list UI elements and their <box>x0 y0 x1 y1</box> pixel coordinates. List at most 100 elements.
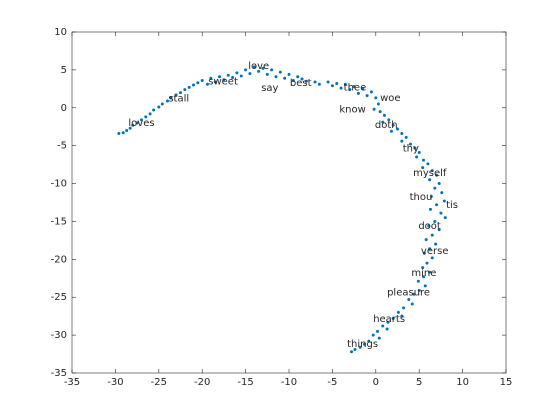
x-tick-label: -30 <box>107 377 123 388</box>
point <box>131 123 135 127</box>
plot-box <box>71 31 507 374</box>
x-tick-label: -20 <box>194 377 210 388</box>
x-tick-label: 5 <box>416 377 422 388</box>
point <box>239 74 243 78</box>
point <box>196 81 200 85</box>
point <box>377 336 381 340</box>
point <box>353 348 357 352</box>
point <box>412 292 416 296</box>
point <box>407 297 411 301</box>
point <box>396 127 399 131</box>
point <box>117 132 121 136</box>
point <box>400 132 404 136</box>
point <box>404 135 408 139</box>
point <box>433 186 437 190</box>
point <box>343 82 347 86</box>
point <box>187 85 191 89</box>
point <box>381 324 385 328</box>
point <box>174 93 178 97</box>
point <box>424 238 428 242</box>
point <box>416 279 420 283</box>
point <box>165 99 169 103</box>
point <box>209 76 213 80</box>
point <box>443 216 447 220</box>
x-tick-label: -10 <box>281 377 297 388</box>
annotation: thee <box>344 82 367 93</box>
x-tick-label: 15 <box>500 377 513 388</box>
point <box>381 120 385 124</box>
y-tick-label: -25 <box>51 292 67 303</box>
annotation: things <box>347 339 378 350</box>
point <box>378 110 382 114</box>
point <box>367 339 371 343</box>
y-tick-label: -35 <box>51 368 67 379</box>
annotation: loves <box>128 118 154 129</box>
point <box>169 96 173 100</box>
point <box>421 166 425 170</box>
point <box>376 102 380 106</box>
point <box>376 329 380 333</box>
y-tick-label: 5 <box>61 65 67 76</box>
point <box>283 76 287 80</box>
annotation: say <box>261 83 278 94</box>
point <box>372 107 376 111</box>
point <box>422 158 426 162</box>
point <box>417 288 421 292</box>
point <box>278 70 282 74</box>
point <box>361 87 365 91</box>
point <box>128 126 132 130</box>
point <box>326 80 330 84</box>
point <box>348 88 352 92</box>
point <box>423 284 427 288</box>
x-tick-label: -25 <box>151 377 167 388</box>
y-tick-label: -15 <box>51 216 67 227</box>
annotation: myself <box>413 168 447 179</box>
point <box>252 65 256 69</box>
point <box>135 121 139 125</box>
point <box>304 79 308 83</box>
point <box>257 69 261 73</box>
point <box>435 203 439 207</box>
point <box>439 211 443 215</box>
point <box>430 169 434 173</box>
point <box>287 72 291 76</box>
point <box>410 302 414 306</box>
annotation: sweet <box>208 76 238 87</box>
annotation: thou <box>410 192 433 203</box>
point <box>358 345 362 349</box>
annotation: doot <box>418 221 441 232</box>
point <box>427 224 431 228</box>
point <box>391 316 395 320</box>
y-tick-label: -20 <box>51 254 67 265</box>
annotation: know <box>339 104 365 115</box>
point <box>183 88 187 92</box>
point <box>428 247 432 251</box>
point <box>365 94 369 98</box>
annotation: thy <box>403 144 419 155</box>
point <box>374 96 378 100</box>
point <box>437 182 441 186</box>
y-tick-label: -10 <box>51 179 67 190</box>
point <box>409 142 413 146</box>
point <box>270 68 274 72</box>
point <box>330 84 334 88</box>
point <box>442 199 446 203</box>
point <box>382 113 386 117</box>
point <box>291 78 295 82</box>
point <box>200 78 204 82</box>
point <box>179 91 182 95</box>
point <box>422 251 426 255</box>
x-tick-label: 10 <box>456 377 469 388</box>
point <box>144 115 148 119</box>
point <box>428 178 432 182</box>
point <box>400 139 404 143</box>
annotation: doth <box>375 120 398 131</box>
x-tick-label: -5 <box>327 377 337 388</box>
annotation: tis <box>446 200 458 211</box>
point <box>369 90 373 94</box>
point <box>335 82 339 86</box>
annotation: verse <box>421 246 449 257</box>
point <box>157 105 161 109</box>
point <box>387 118 391 122</box>
